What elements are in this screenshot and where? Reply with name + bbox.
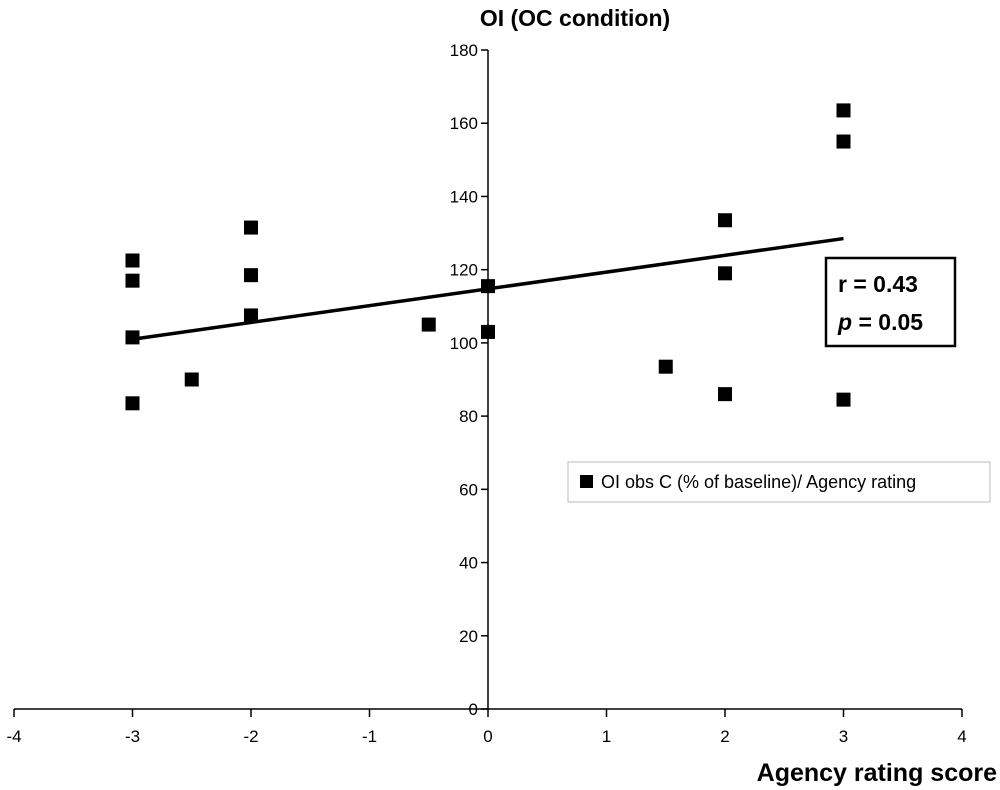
data-point (836, 134, 851, 149)
stats-box-frame (824, 256, 957, 348)
x-tick-label: 2 (720, 727, 729, 746)
x-tick-label: -3 (125, 727, 140, 746)
data-point (718, 387, 732, 402)
data-point (244, 268, 258, 283)
legend-marker (580, 475, 593, 488)
p-value-text: p = 0.05 (837, 309, 923, 335)
legend-frame (567, 461, 991, 503)
p-symbol: p (837, 309, 852, 335)
data-point (481, 279, 495, 294)
data-points (125, 103, 851, 411)
y-tick-label: 160 (450, 114, 478, 133)
x-tick-label: -2 (243, 727, 258, 746)
stats-annotation: r = 0.43 p = 0.05 (824, 256, 957, 348)
y-tick-label: 120 (450, 261, 478, 280)
data-point (184, 372, 199, 387)
x-axis-label: Agency rating score (757, 759, 997, 787)
data-point (836, 392, 851, 407)
x-tick-label: 0 (483, 727, 492, 746)
y-tick-label: 20 (459, 627, 478, 646)
y-tick-label: 80 (459, 407, 478, 426)
x-tick-label: -1 (362, 727, 377, 746)
y-tick-label: 180 (450, 41, 478, 60)
data-point (481, 324, 495, 339)
x-tick-label: -4 (6, 727, 21, 746)
x-tick-label: 4 (957, 727, 966, 746)
legend-label: OI obs C (% of baseline)/ Agency rating (601, 472, 916, 492)
data-point (125, 253, 140, 268)
y-tick-label: 40 (459, 554, 478, 573)
data-point (718, 266, 732, 281)
chart-title: OI (OC condition) (480, 5, 670, 31)
data-point (658, 359, 673, 374)
y-tick-label: 0 (469, 700, 478, 719)
data-point (244, 220, 258, 235)
y-tick-label: 140 (450, 187, 478, 206)
r-value-text: r = 0.43 (838, 271, 918, 297)
data-point (125, 273, 140, 288)
data-point (125, 396, 140, 411)
data-point (244, 308, 258, 323)
legend: OI obs C (% of baseline)/ Agency rating (567, 461, 991, 503)
data-point (718, 213, 732, 228)
data-point (125, 330, 140, 345)
data-point (836, 103, 851, 118)
p-value: = 0.05 (852, 309, 923, 335)
y-tick-label: 100 (450, 334, 478, 353)
x-tick-label: 1 (602, 727, 611, 746)
y-tick-label: 60 (459, 480, 478, 499)
data-point (421, 317, 436, 332)
x-tick-label: 3 (839, 727, 848, 746)
